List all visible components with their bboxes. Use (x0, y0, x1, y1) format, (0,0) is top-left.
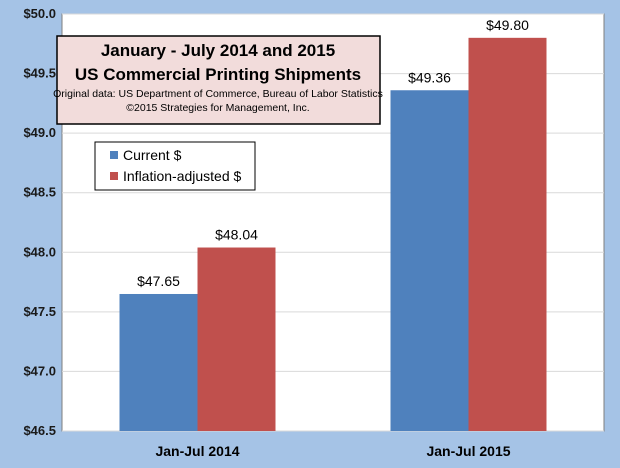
legend: Current $ Inflation-adjusted $ (94, 141, 256, 191)
x-axis-category-labels: Jan-Jul 2014 Jan-Jul 2015 (155, 443, 510, 459)
chart-copyright-note: ©2015 Strategies for Management, Inc. (126, 102, 309, 114)
legend-label-inflation-adjusted: Inflation-adjusted $ (123, 168, 242, 184)
y-tick-label: $49.0 (23, 125, 56, 140)
bar-value-label: $49.80 (486, 17, 529, 33)
bar-current (119, 293, 198, 431)
bar-current (390, 90, 469, 431)
y-tick-label: $50.0 (23, 6, 56, 21)
legend-label-current: Current $ (123, 147, 182, 163)
bar-inflation-adjusted (197, 247, 276, 431)
bar-value-label: $48.04 (215, 227, 258, 243)
y-tick-label: $48.5 (23, 185, 56, 200)
y-tick-label: $49.5 (23, 66, 56, 81)
x-category-label: Jan-Jul 2015 (426, 443, 510, 459)
y-tick-label: $47.0 (23, 363, 56, 378)
bars (119, 37, 547, 431)
y-axis-tick-labels: $46.5 $47.0 $47.5 $48.0 $48.5 $49.0 $49.5 $50.0 (23, 6, 56, 438)
bar-inflation-adjusted (468, 37, 547, 431)
chart-source-note: Original data: US Department of Commerce… (53, 88, 383, 100)
x-category-label: Jan-Jul 2014 (155, 443, 239, 459)
bar-value-label: $49.36 (408, 69, 451, 85)
y-tick-label: $47.5 (23, 304, 56, 319)
data-labels: $47.65 $48.04 $49.36 $49.80 (137, 17, 529, 289)
y-tick-label: $48.0 (23, 244, 56, 259)
legend-swatch-current (110, 151, 118, 159)
chart-title-line-2: US Commercial Printing Shipments (75, 65, 361, 84)
legend-box (94, 141, 256, 191)
legend-swatch-inflation-adjusted (110, 172, 118, 180)
chart-title-line-1: January - July 2014 and 2015 (101, 41, 335, 60)
title-box: January - July 2014 and 2015 US Commerci… (53, 35, 383, 125)
y-tick-label: $46.5 (23, 423, 56, 438)
bar-value-label: $47.65 (137, 273, 180, 289)
